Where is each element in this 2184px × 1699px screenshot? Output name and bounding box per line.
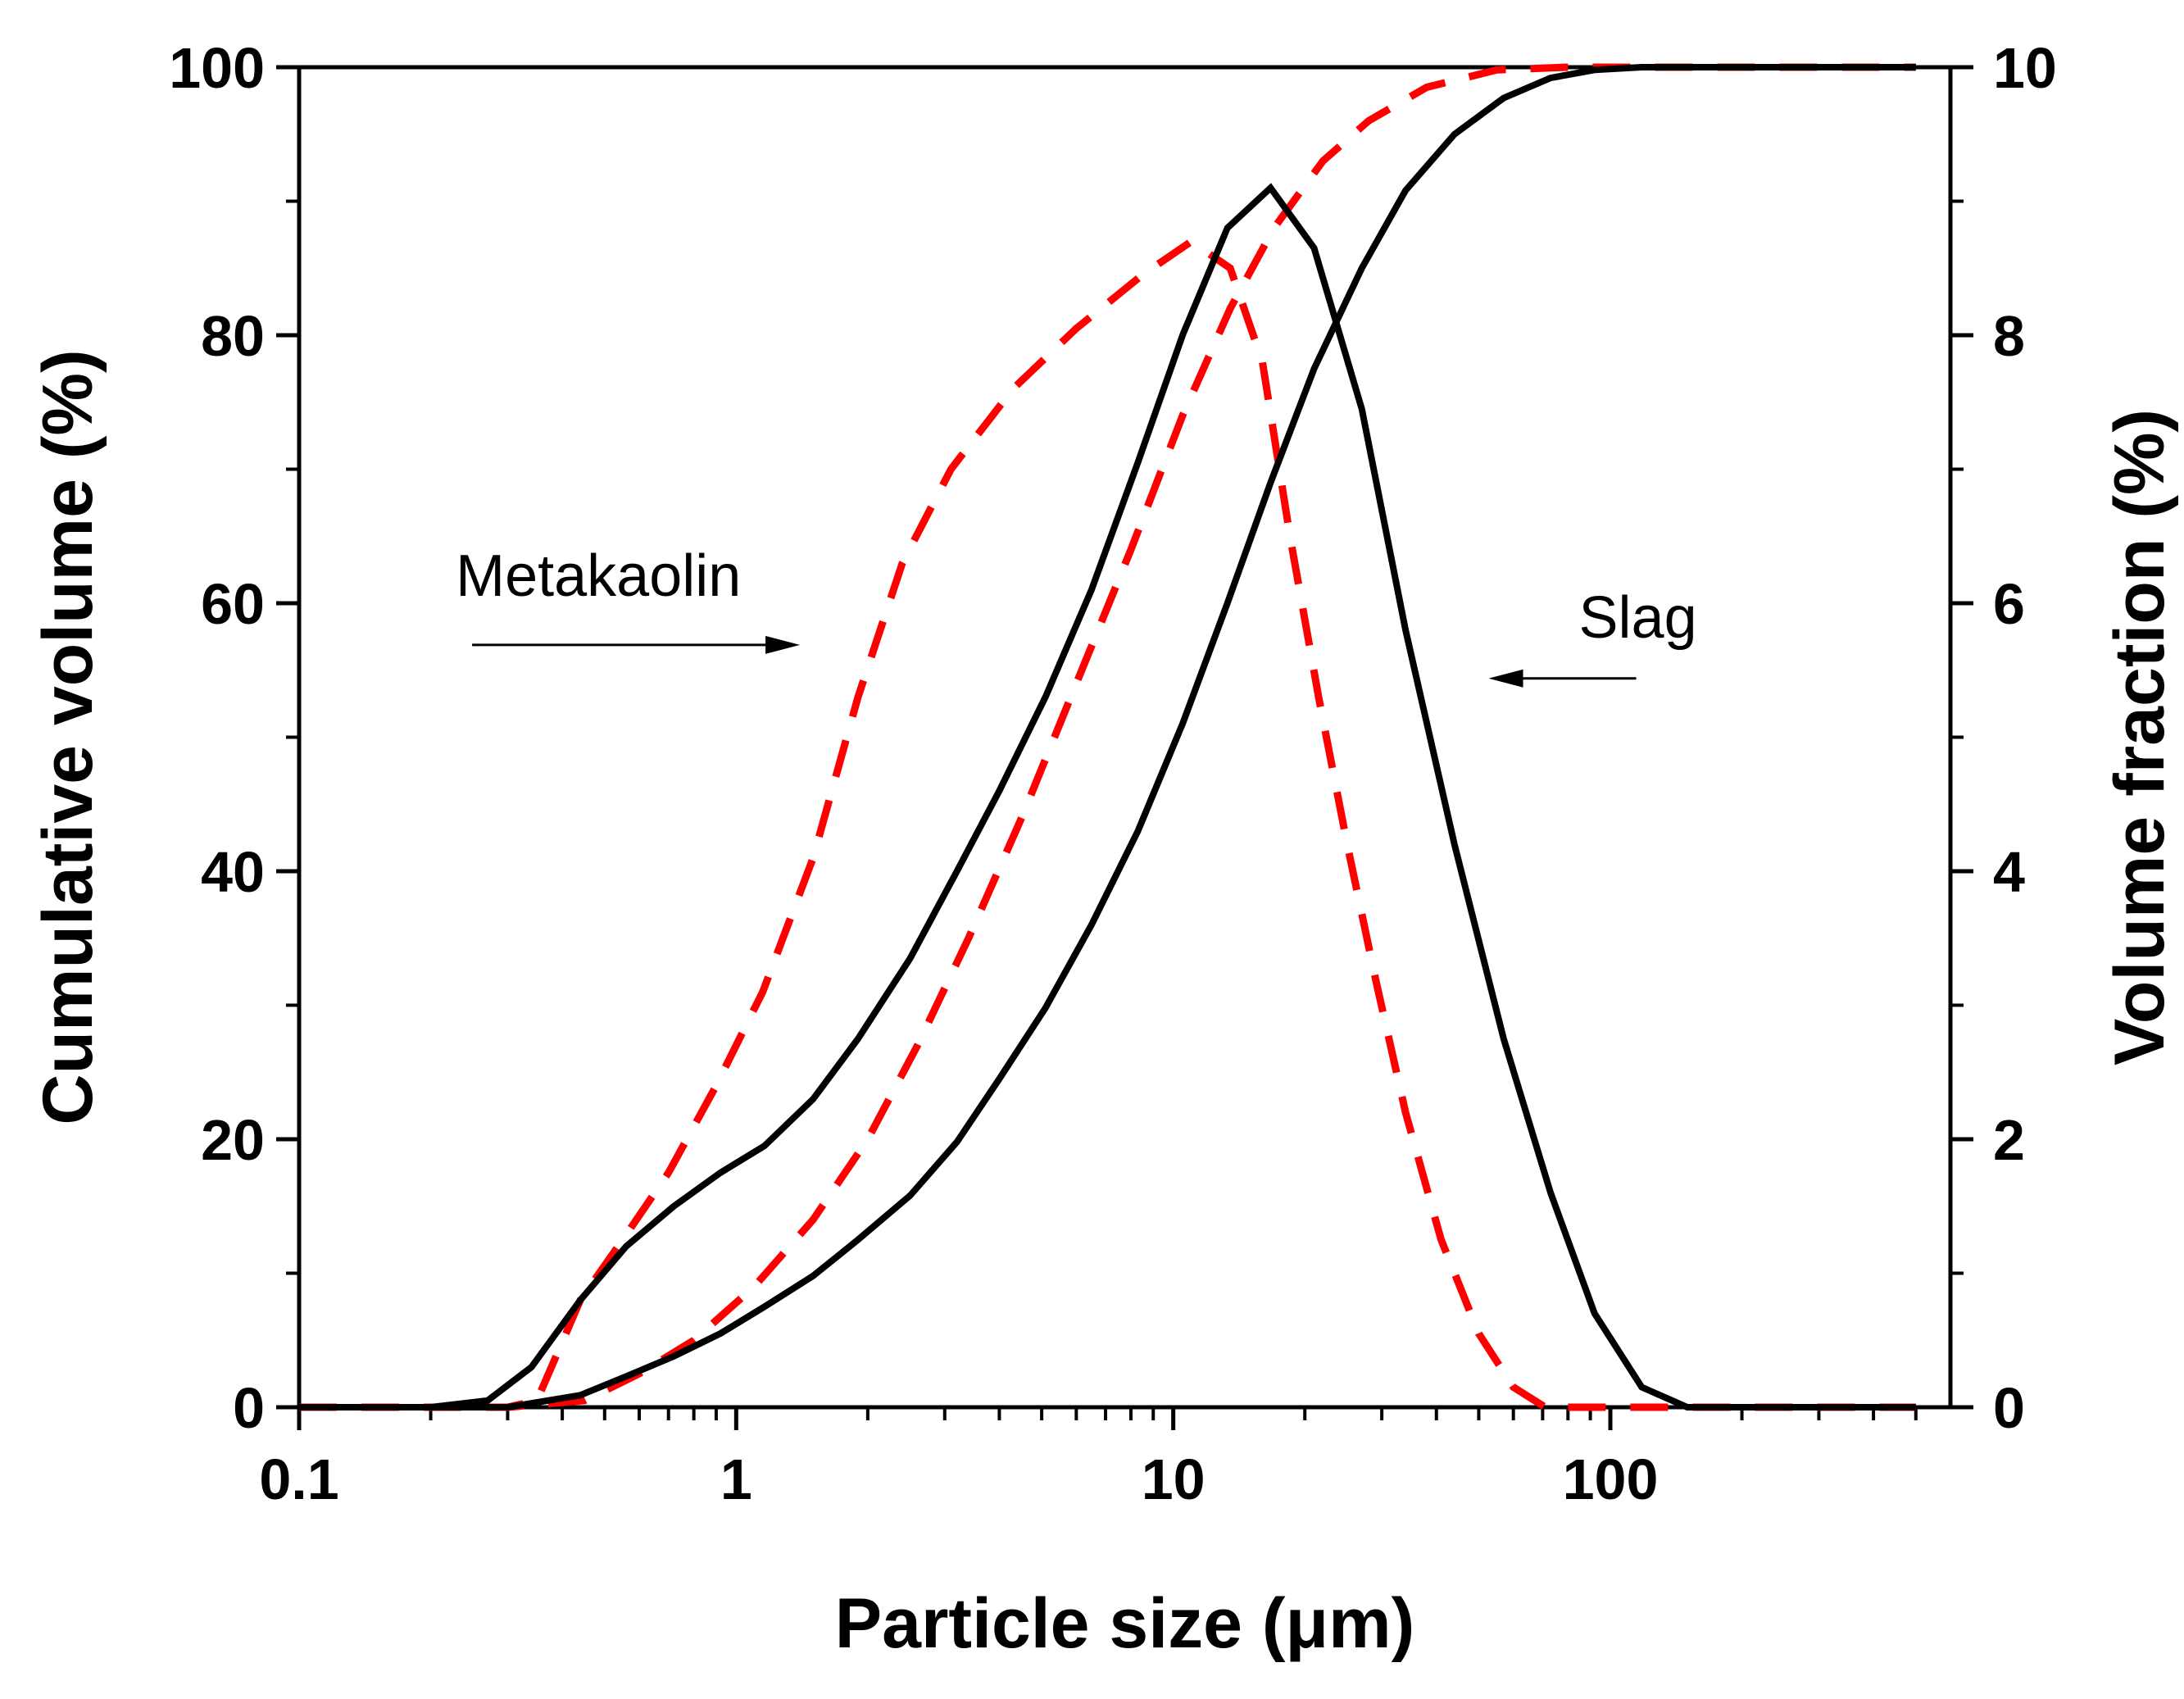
y-right-tick-label: 6 (1993, 572, 2025, 636)
annotation-label: Slag (1579, 585, 1697, 651)
axes-layer (276, 65, 1973, 1430)
labels-layer: 0.1 1 10 100 0 20 40 60 80 100 0 2 4 6 8 10 Particle siz… (29, 36, 2179, 1663)
x-axis-title: Particle size (μm) (835, 1584, 1414, 1663)
y-left-tick-label: 20 (201, 1108, 265, 1172)
x-tick-label: 0.1 (259, 1447, 338, 1511)
y-right-tick-label: 8 (1993, 304, 2025, 368)
y-left-tick-label: 60 (201, 572, 265, 636)
x-tick-label: 100 (1563, 1447, 1659, 1511)
series-line-metakaolin-left (299, 63, 1916, 1411)
annotation-arrow-head (1488, 669, 1523, 688)
annotation-slag: Slag (1488, 585, 1697, 688)
y-right-axis-title: Volume fraction (%) (2100, 409, 2179, 1065)
series-line-slag-right (299, 183, 1916, 1411)
annotation-label: Metakaolin (456, 543, 741, 609)
y-right-tick-label: 0 (1993, 1376, 2025, 1440)
y-right-tick-label: 2 (1993, 1108, 2025, 1172)
y-right-tick-label: 10 (1993, 36, 2057, 100)
y-left-tick-label: 80 (201, 304, 265, 368)
y-left-tick-label: 0 (233, 1376, 265, 1440)
y-right-tick-label: 4 (1993, 840, 2025, 904)
annotation-metakaolin: Metakaolin (456, 543, 801, 654)
series-line-metakaolin-right (299, 237, 1916, 1411)
plot-frame (297, 65, 1953, 1410)
series-line-slag-left (299, 64, 1916, 1411)
y-left-axis-title: Cumulative volume (%) (29, 349, 107, 1124)
x-tick-label: 10 (1142, 1447, 1206, 1511)
series-layer (299, 63, 1916, 1411)
annotation-arrow-head (765, 635, 801, 654)
x-tick-label: 1 (720, 1447, 752, 1511)
y-left-tick-label: 40 (201, 840, 265, 904)
y-left-tick-label: 100 (169, 36, 265, 100)
